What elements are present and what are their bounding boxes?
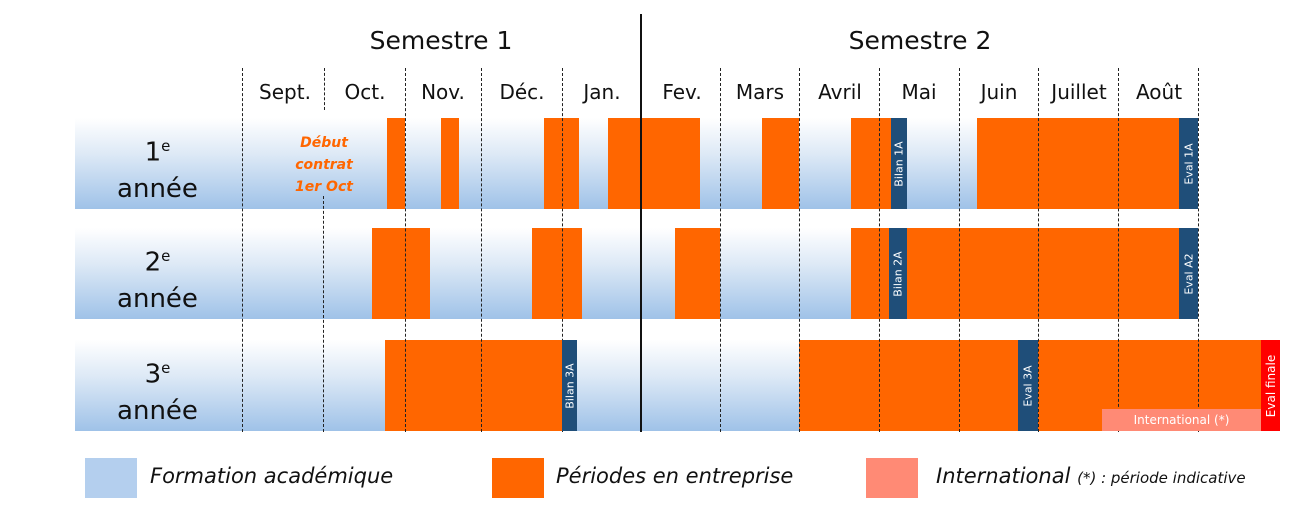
milestone-bilan-1a: Bilan 1A <box>891 118 907 209</box>
company-period <box>532 228 582 319</box>
company-period <box>608 118 700 209</box>
month-label: Nov. <box>421 80 465 104</box>
month-divider <box>879 68 880 432</box>
month-label: Avril <box>818 80 862 104</box>
month-divider <box>242 68 243 432</box>
milestone-bilan-3a: Bilan 3A <box>562 340 577 431</box>
legend-academic: Formation académique <box>150 464 394 488</box>
row-label-2: 2e année <box>117 247 198 314</box>
month-divider <box>481 68 482 432</box>
row-label-3: 3e année <box>117 359 198 426</box>
milestone-eval-3a: Eval 3A <box>1018 340 1038 431</box>
legend-swatch-company <box>492 458 544 498</box>
company-period <box>372 228 430 319</box>
international-period: International (*) <box>1102 409 1261 431</box>
month-label: Mai <box>901 80 937 104</box>
contract-start-note: Début contrat 1er Oct <box>295 135 353 195</box>
milestone-bilan-2a: Bilan 2A <box>889 228 907 319</box>
month-label: Jan. <box>583 80 621 104</box>
month-divider <box>405 68 406 432</box>
legend-swatch-academic <box>85 458 137 498</box>
company-period <box>544 118 579 209</box>
company-period <box>851 228 889 319</box>
month-label: Mars <box>735 80 785 104</box>
month-divider <box>1198 68 1199 432</box>
company-period <box>799 340 1018 431</box>
legend-company: Périodes en entreprise <box>556 464 794 488</box>
month-label: Juin <box>980 80 1018 104</box>
month-label: Oct. <box>344 80 386 104</box>
legend-swatch-international <box>866 458 918 498</box>
milestone-eval-1a: Eval 1A <box>1179 118 1198 209</box>
semester-1-title: Semestre 1 <box>369 26 513 55</box>
month-divider <box>959 68 960 432</box>
company-period <box>675 228 720 319</box>
month-divider <box>1118 68 1119 432</box>
semester-2-title: Semestre 2 <box>848 26 992 55</box>
company-period <box>441 118 459 209</box>
month-label: Fev. <box>662 80 702 104</box>
milestone-eval-a2: Eval A2 <box>1179 228 1198 319</box>
month-divider <box>323 196 324 432</box>
company-period <box>387 118 405 209</box>
month-label: Août <box>1135 80 1183 104</box>
milestone-eval-finale: Eval finale <box>1261 340 1280 431</box>
month-label: Sept. <box>259 80 311 104</box>
month-divider <box>562 68 563 432</box>
month-label: Juillet <box>1051 80 1107 104</box>
month-label: Déc. <box>499 80 545 104</box>
company-period <box>762 118 799 209</box>
month-divider <box>799 68 800 432</box>
semester-divider <box>640 14 642 432</box>
month-divider <box>720 68 721 432</box>
company-period <box>907 228 1179 319</box>
company-period <box>977 118 1179 209</box>
month-divider <box>1038 68 1039 432</box>
company-period <box>851 118 891 209</box>
row-label-1: 1e année <box>117 137 198 204</box>
legend-international: International (*) : période indicative <box>936 464 1246 488</box>
month-divider <box>324 68 325 110</box>
company-period <box>385 340 562 431</box>
